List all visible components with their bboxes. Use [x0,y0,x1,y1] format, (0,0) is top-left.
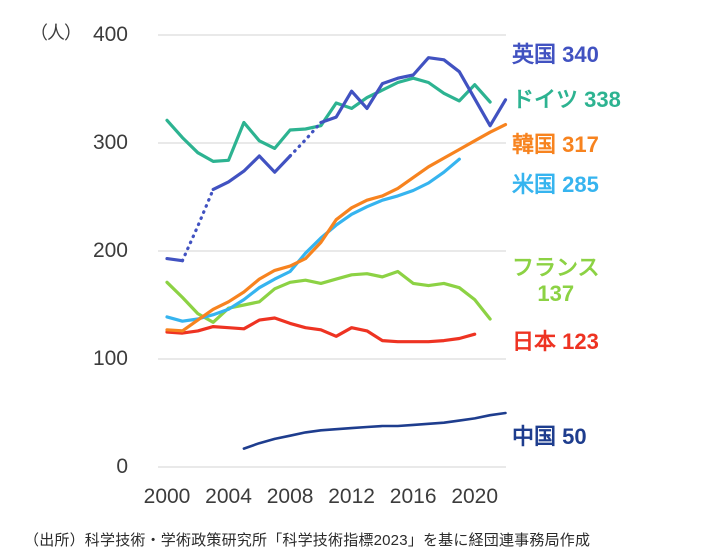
y-tick-300: 300 [92,131,128,154]
y-tick-400: 400 [92,23,128,46]
legend-item-uk: 英国 340 [512,42,599,67]
legend-item-china: 中国 50 [512,424,587,449]
series-line-france-0 [165,269,492,324]
series-line-uk-dotted-1 [180,187,215,263]
series-line-uk-4 [319,56,508,128]
series-line-japan-0 [165,316,477,344]
series-line-uk-2 [211,154,292,191]
y-axis-unit-label: （人） [30,23,82,43]
legend-value: 137 [537,280,575,306]
legend-label: フランス [512,255,600,280]
legend-item-france: フランス 137 [512,255,600,307]
legend-item-korea: 韓国 317 [512,132,599,157]
x-tick-2008: 2008 [266,485,314,508]
x-tick-2004: 2004 [205,485,252,508]
series-line-usa-0 [165,157,461,323]
legend-item-usa: 米国 285 [512,172,599,197]
x-tick-2020: 2020 [451,485,499,508]
source-note: （出所）科学技術・学術政策研究所「科学技術指標2023」を基に経団連事務局作成 [24,532,591,549]
y-tick-0: 0 [116,455,128,478]
series-line-uk-0 [165,257,184,263]
x-tick-2000: 2000 [143,485,191,508]
series-line-china-0 [242,411,507,450]
legend-item-japan: 日本 123 [512,329,599,354]
series-line-germany-0 [165,76,492,163]
x-tick-2012: 2012 [328,485,375,508]
legend-item-germany: ドイツ 338 [512,87,621,112]
chart-canvas [158,34,508,468]
y-tick-200: 200 [92,239,128,262]
x-tick-2016: 2016 [389,485,437,508]
series-line-korea-0 [165,122,508,333]
series-line-uk-dotted-3 [288,120,323,158]
y-tick-100: 100 [92,347,128,370]
